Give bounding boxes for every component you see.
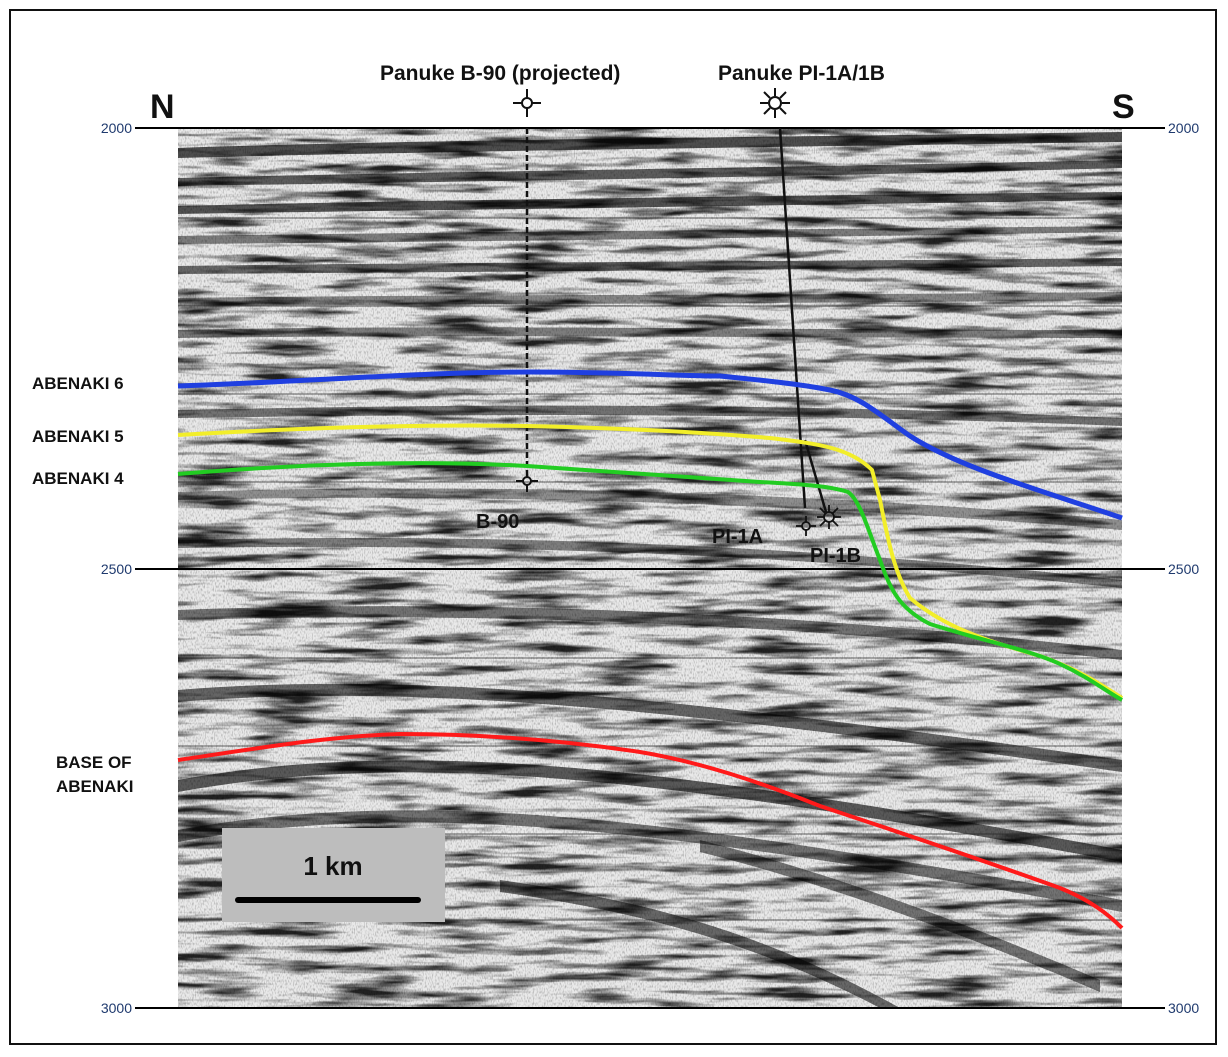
label-abenaki-5: ABENAKI 5 (32, 427, 124, 446)
tick-2000-left: 2000 (101, 120, 132, 136)
scale-bar: 1 km (222, 828, 445, 922)
label-pi1a: PI-1A (712, 526, 763, 548)
timing-lines (178, 217, 1122, 921)
dry-hole-icon-bottom (516, 470, 538, 492)
dry-hole-icon (513, 89, 541, 117)
oil-gas-show-icon (760, 88, 790, 118)
scale-bar-label: 1 km (303, 851, 362, 881)
tick-3000-right: 3000 (1168, 1000, 1199, 1016)
scale-bar-background (222, 828, 445, 922)
well-pi1a-path (778, 127, 807, 509)
well-pi1-title: Panuke PI-1A/1B (718, 62, 885, 85)
horizon-base-of-abenaki (177, 731, 1124, 930)
well-pi1b-path (803, 439, 828, 513)
label-abenaki-4: ABENAKI 4 (32, 469, 124, 488)
label-base-of-abenaki-1: BASE OF (56, 753, 132, 772)
pi1b-bottom-icon (817, 505, 841, 529)
horizon-abenaki-4 (177, 461, 1123, 702)
label-b90: B-90 (476, 511, 519, 533)
label-base-of-abenaki-2: ABENAKI (56, 777, 133, 796)
tick-2000-right: 2000 (1168, 120, 1199, 136)
well-b90-title: Panuke B-90 (projected) (380, 62, 620, 85)
horizon-abenaki-6 (177, 369, 1123, 521)
north-label: N (150, 88, 175, 126)
tick-2500-left: 2500 (101, 561, 132, 577)
label-pi1b: PI-1B (810, 545, 861, 567)
south-label: S (1112, 88, 1135, 126)
tick-3000-left: 3000 (101, 1000, 132, 1016)
label-abenaki-6: ABENAKI 6 (32, 374, 124, 393)
time-axis: 2000 2000 2500 2500 3000 3000 (101, 120, 1200, 1016)
tick-2500-right: 2500 (1168, 561, 1199, 577)
pi1a-bottom-icon (796, 516, 816, 536)
figure-frame (9, 9, 1217, 1045)
